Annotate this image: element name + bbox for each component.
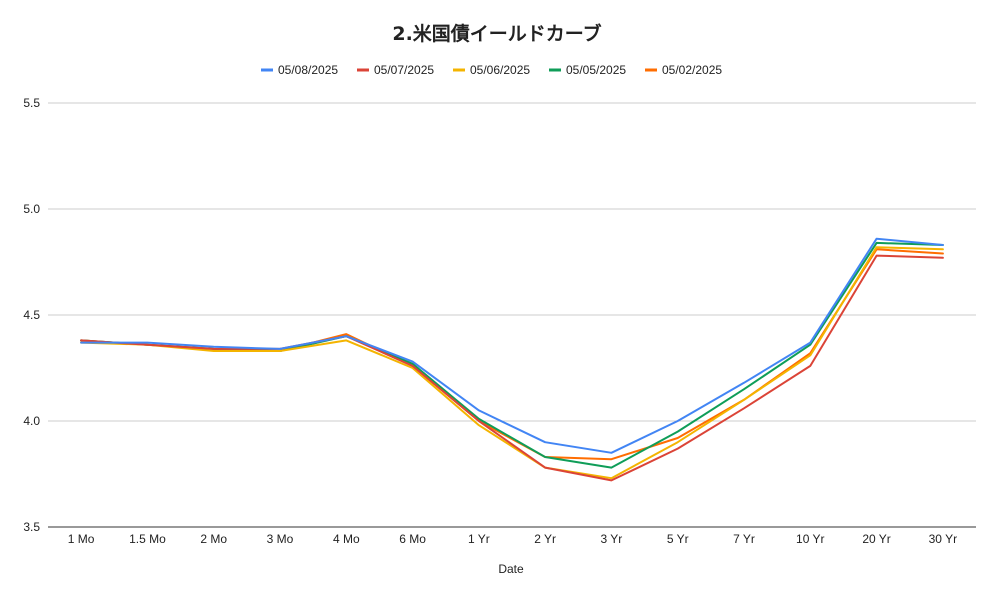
- legend-label: 05/08/2025: [278, 63, 338, 77]
- y-tick-label: 3.5: [23, 520, 40, 534]
- x-tick-label: 1 Mo: [68, 532, 95, 546]
- series-line-05-07-2025: [80, 254, 944, 482]
- x-tick-label: 1 Yr: [468, 532, 490, 546]
- y-tick-label: 5.5: [23, 96, 40, 110]
- x-tick-label: 30 Yr: [929, 532, 957, 546]
- chart-title: 2.米国債イールドカーブ: [392, 22, 601, 45]
- legend-item: 05/07/2025: [357, 63, 434, 77]
- y-tick-label: 4.0: [23, 414, 40, 428]
- series-line-05-08-2025: [80, 237, 944, 454]
- y-tick-label: 5.0: [23, 202, 40, 216]
- x-tick-label: 3 Mo: [267, 532, 294, 546]
- legend-label: 05/02/2025: [662, 63, 722, 77]
- gridlines: [48, 102, 976, 528]
- x-tick-label: 20 Yr: [862, 532, 890, 546]
- series-line-05-06-2025: [80, 246, 944, 480]
- x-tick-label: 1.5 Mo: [129, 532, 166, 546]
- x-tick-label: 4 Mo: [333, 532, 360, 546]
- x-tick-label: 7 Yr: [733, 532, 755, 546]
- x-axis-label: Date: [498, 562, 524, 576]
- x-tick-label: 3 Yr: [601, 532, 623, 546]
- x-tick-label: 2 Mo: [200, 532, 227, 546]
- x-tick-label: 10 Yr: [796, 532, 824, 546]
- x-tick-label: 5 Yr: [667, 532, 689, 546]
- series-lines: [80, 237, 944, 482]
- x-tick-label: 2 Yr: [534, 532, 556, 546]
- series-line-05-02-2025: [80, 248, 944, 461]
- legend-item: 05/06/2025: [453, 63, 530, 77]
- legend: 05/08/2025 05/07/2025 05/06/2025 05/05/2025…: [261, 63, 722, 77]
- legend-item: 05/02/2025: [645, 63, 722, 77]
- x-axis-ticks: 1 Mo 1.5 Mo 2 Mo 3 Mo 4 Mo 6 Mo 1 Yr 2 Yr 3 Yr 5 …: [68, 532, 957, 546]
- x-tick-label: 6 Mo: [399, 532, 426, 546]
- legend-label: 05/05/2025: [566, 63, 626, 77]
- series-line-05-05-2025: [80, 241, 944, 469]
- legend-label: 05/07/2025: [374, 63, 434, 77]
- legend-label: 05/06/2025: [470, 63, 530, 77]
- y-tick-label: 4.5: [23, 308, 40, 322]
- legend-item: 05/08/2025: [261, 63, 338, 77]
- legend-item: 05/05/2025: [549, 63, 626, 77]
- y-axis-ticks: 3.5 4.0 4.5 5.0 5.5: [23, 96, 40, 534]
